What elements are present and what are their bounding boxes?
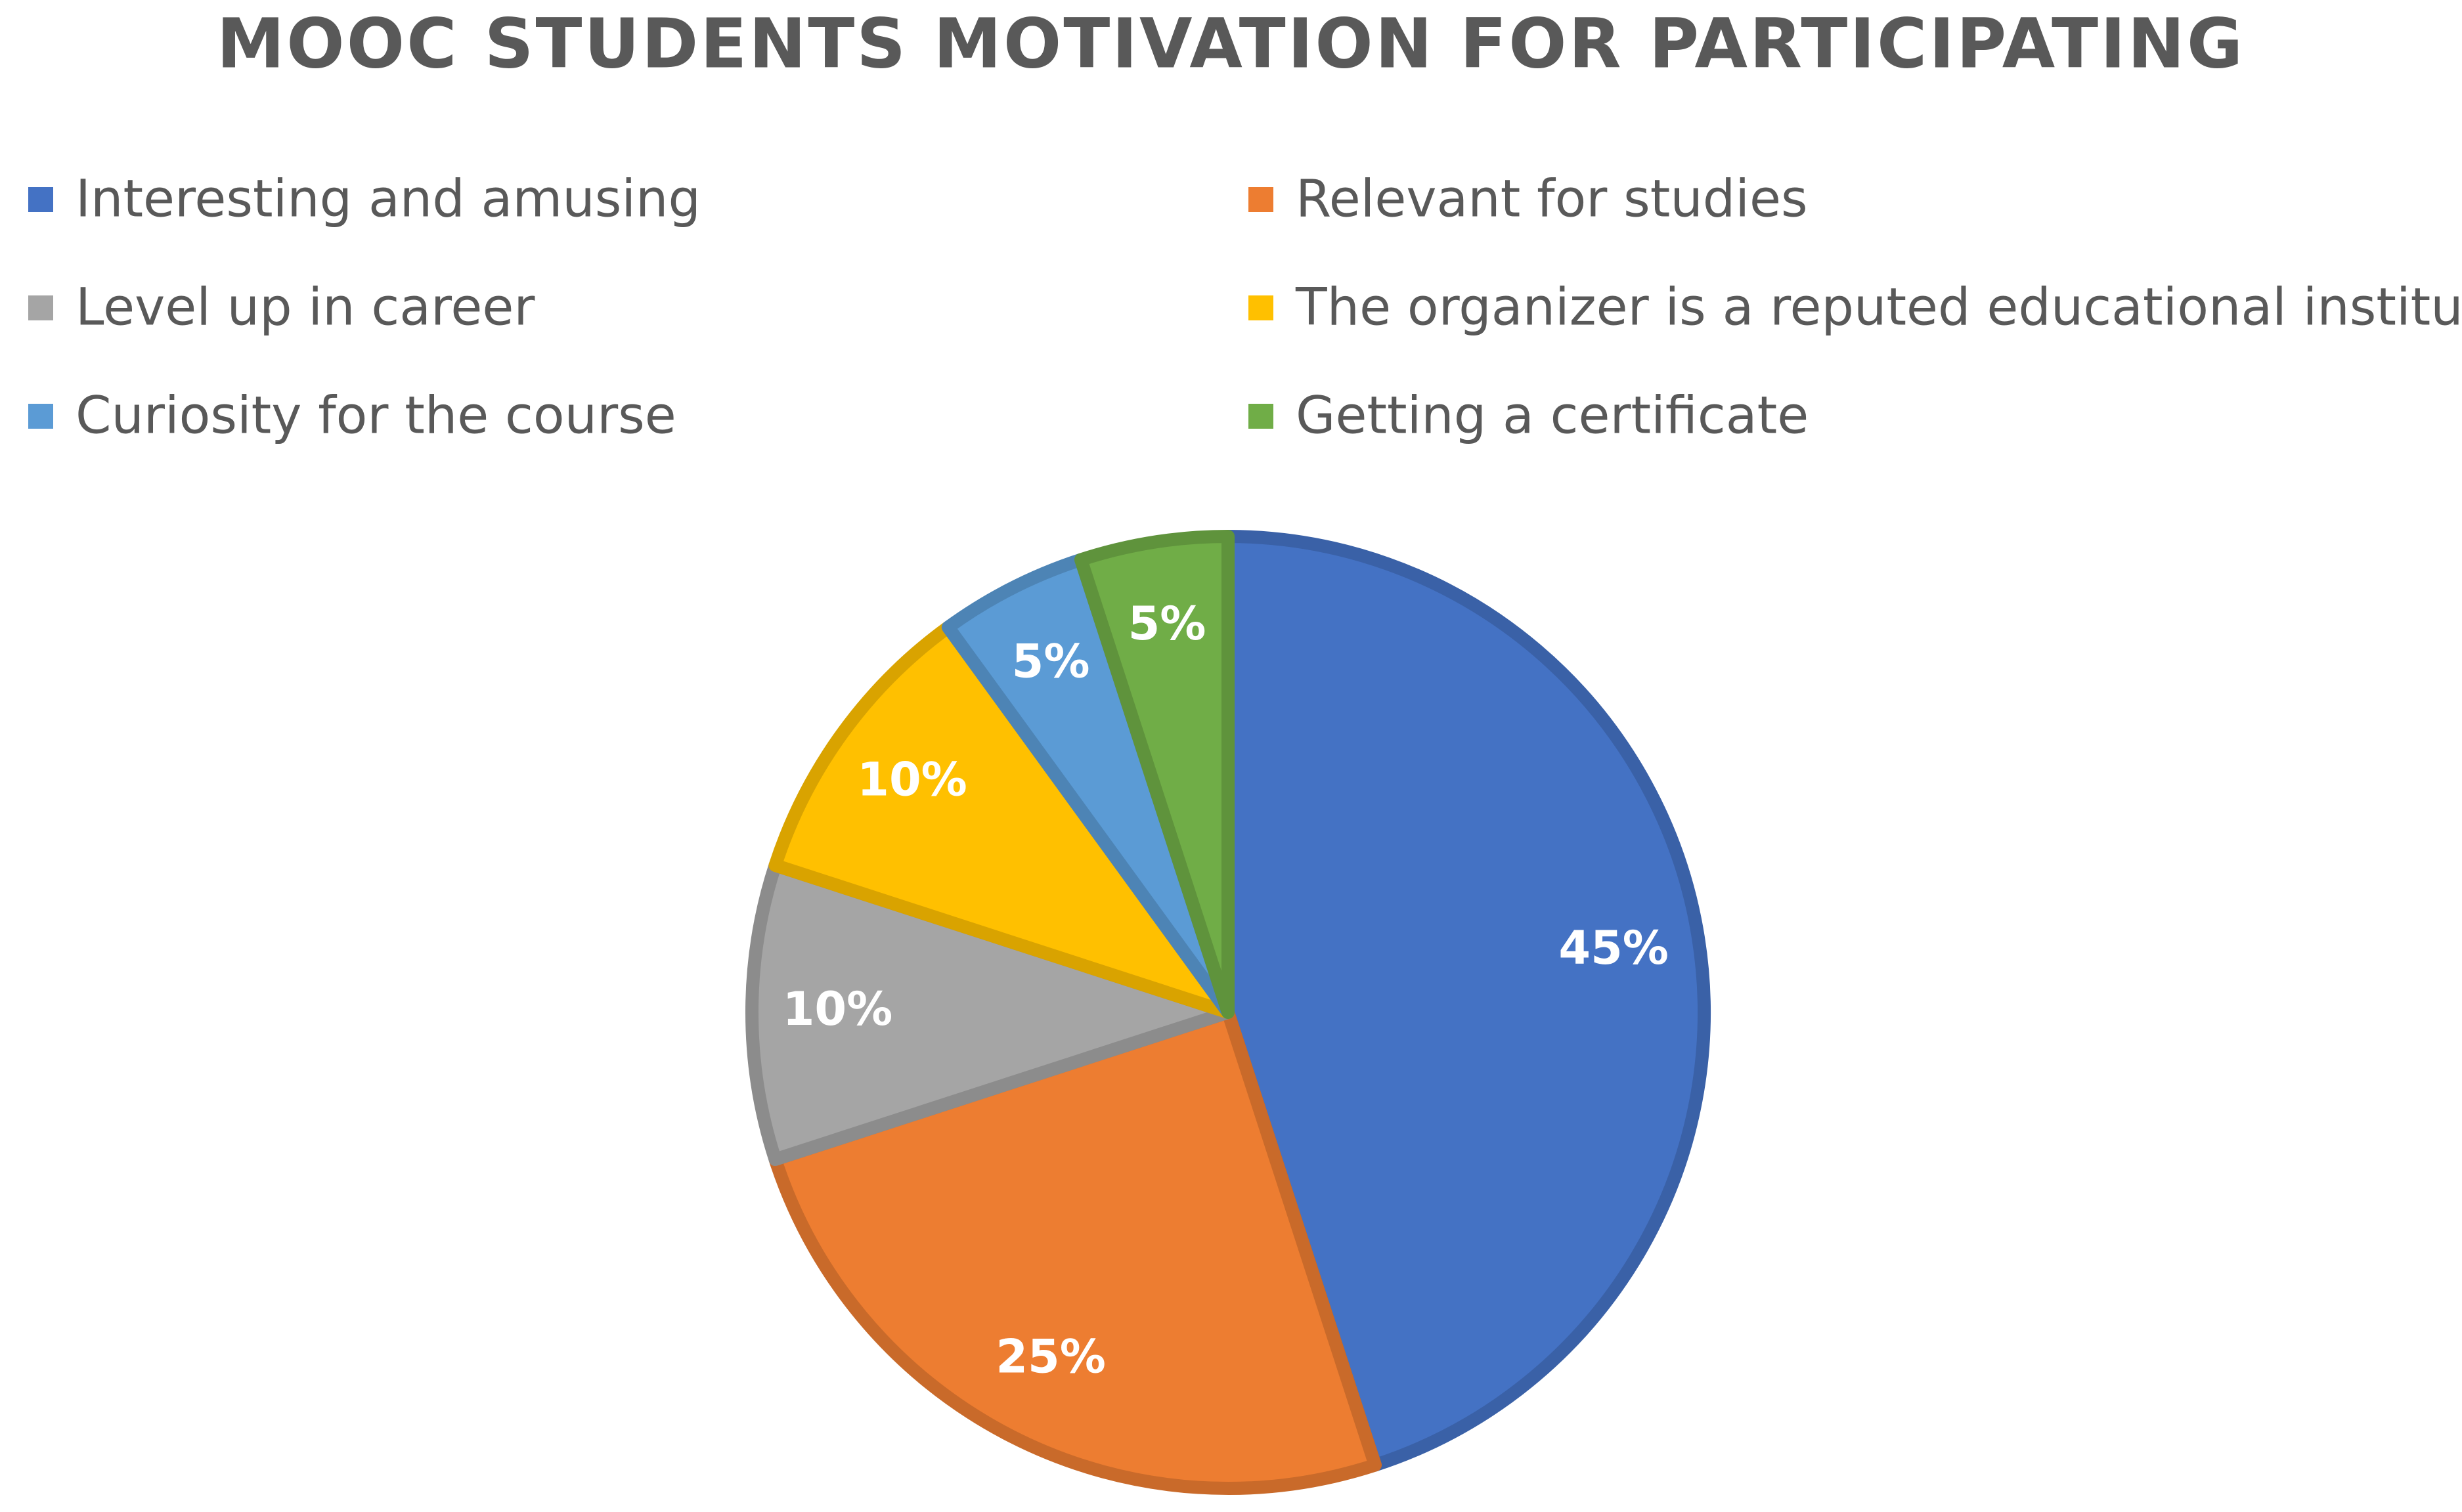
pie-slice [941, 553, 1235, 1019]
pie-slice [745, 858, 1235, 1167]
value-label: 45% [1558, 921, 1669, 975]
value-label: 25% [996, 1330, 1106, 1384]
legend-text: The organizer is a reputed educational i… [1295, 278, 2462, 337]
legend-marker [28, 295, 53, 320]
value-label: 5% [1012, 634, 1090, 688]
value-label: 10% [783, 982, 893, 1036]
pie-slice [768, 620, 1235, 1019]
legend-marker [1248, 295, 1273, 320]
legend-marker [1248, 187, 1273, 212]
value-label: 5% [1128, 597, 1206, 651]
legend-text: Level up in career [76, 278, 535, 337]
legend-text: Interesting and amusing [76, 169, 701, 228]
pie-slice [1074, 530, 1235, 1019]
legend-marker [28, 187, 53, 212]
value-label: 10% [857, 753, 967, 807]
legend-text: Getting a certificate [1296, 386, 1809, 445]
legend-marker [28, 404, 53, 429]
pie-slice [1221, 530, 1711, 1472]
legend-text: Curiosity for the course [76, 386, 676, 445]
legend-text: Relevant for studies [1296, 169, 1808, 228]
legend-marker [1248, 404, 1273, 429]
pie-slice [768, 1006, 1382, 1495]
chart-title: MOOC STUDENTS MOTIVATION FOR PARTICIPATI… [217, 3, 2245, 83]
